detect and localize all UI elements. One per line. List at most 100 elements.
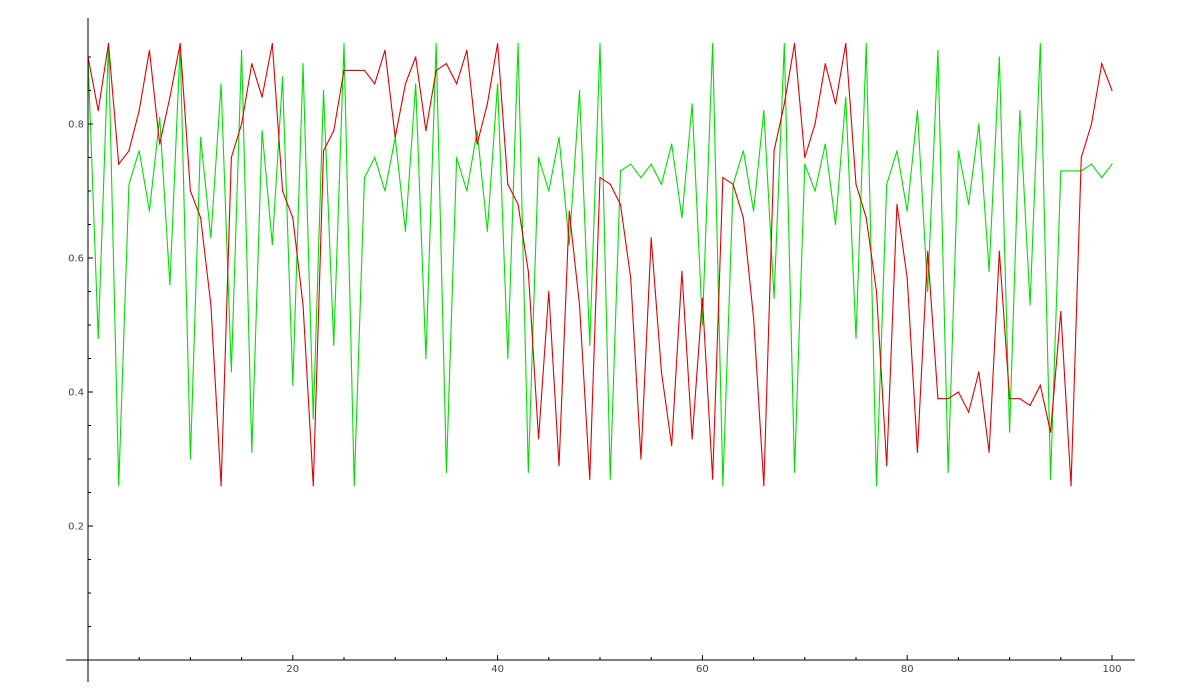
data-point (527, 471, 529, 473)
data-point (968, 411, 970, 413)
data-point (486, 230, 488, 232)
data-point (589, 344, 591, 346)
data-point (671, 143, 673, 145)
data-point (793, 471, 796, 473)
data-point (251, 63, 253, 65)
data-point (916, 110, 919, 112)
data-point (425, 130, 427, 132)
data-point (988, 270, 990, 272)
data-point (189, 458, 191, 460)
data-point (537, 156, 540, 159)
data-point (947, 398, 949, 400)
data-point (517, 43, 519, 45)
data-point (363, 69, 366, 71)
data-point (927, 250, 929, 252)
data-point (118, 485, 120, 487)
data-point (548, 290, 550, 293)
data-point (875, 485, 878, 487)
data-point (261, 130, 263, 132)
data-point (640, 177, 642, 179)
data-point (1060, 311, 1062, 313)
data-point (189, 190, 191, 192)
data-point (578, 304, 581, 306)
data-point (753, 210, 755, 212)
data-point (292, 217, 294, 219)
data-point (374, 83, 376, 85)
data-point (138, 150, 140, 152)
data-point (363, 177, 366, 179)
data-point (742, 217, 744, 219)
data-point (415, 56, 417, 58)
data-point (558, 136, 560, 138)
data-point (497, 43, 499, 45)
data-point (742, 150, 744, 152)
data-point (589, 478, 591, 480)
data-point (302, 304, 304, 306)
data-point (322, 150, 325, 152)
data-point (312, 418, 314, 420)
data-point (906, 210, 908, 212)
data-point (773, 297, 775, 299)
data-point (292, 384, 294, 386)
data-point (875, 290, 878, 293)
data-point (507, 183, 509, 185)
data-point (1019, 110, 1021, 112)
data-point (937, 49, 939, 51)
axes-layer: 20 40 60 80 100 0.2 0.4 0.6 0.8 (66, 18, 1135, 682)
series-2-points (87, 43, 1113, 487)
data-point (1090, 163, 1093, 165)
data-point (1039, 384, 1041, 386)
data-point (578, 89, 581, 92)
data-point (927, 290, 929, 293)
series-line-1 (87, 43, 1113, 486)
data-point (947, 471, 949, 473)
data-point (660, 371, 663, 373)
data-point (609, 478, 611, 480)
data-point (568, 210, 570, 212)
data-point (486, 103, 488, 105)
data-point (230, 371, 232, 373)
data-point (998, 56, 1000, 58)
data-point (281, 190, 284, 192)
data-point (814, 190, 816, 192)
data-point (97, 337, 99, 339)
data-point (394, 136, 396, 138)
series-1-points (87, 43, 1113, 487)
y-tick-label: 0.6 (68, 254, 84, 265)
data-point (916, 451, 919, 453)
data-point (97, 110, 99, 112)
data-point (855, 183, 857, 185)
data-point (650, 163, 652, 165)
data-point (507, 357, 509, 360)
data-point (732, 183, 734, 185)
data-point (1080, 156, 1082, 159)
x-tick-label: 20 (286, 664, 299, 675)
data-point (210, 304, 212, 306)
data-point (619, 170, 622, 172)
data-point (957, 391, 960, 393)
data-point (271, 244, 273, 246)
series-line-2 (87, 43, 1113, 486)
data-point (404, 83, 407, 85)
data-point (978, 123, 980, 125)
data-point (906, 277, 908, 279)
data-point (271, 43, 273, 45)
data-point (1111, 89, 1113, 92)
data-point (865, 217, 867, 219)
data-point (210, 237, 212, 239)
data-point (630, 163, 632, 165)
data-point (671, 445, 673, 447)
data-point (445, 63, 447, 65)
data-point (517, 203, 519, 205)
data-point (497, 83, 499, 85)
data-point (599, 43, 601, 45)
y-tick-label: 0.4 (68, 388, 84, 399)
data-point (896, 150, 898, 152)
data-point (937, 398, 939, 400)
data-point (435, 69, 437, 71)
data-point (1029, 404, 1031, 406)
data-point (968, 203, 970, 205)
data-point (1070, 170, 1072, 172)
data-point (159, 116, 161, 118)
x-tick-label: 60 (696, 664, 709, 675)
